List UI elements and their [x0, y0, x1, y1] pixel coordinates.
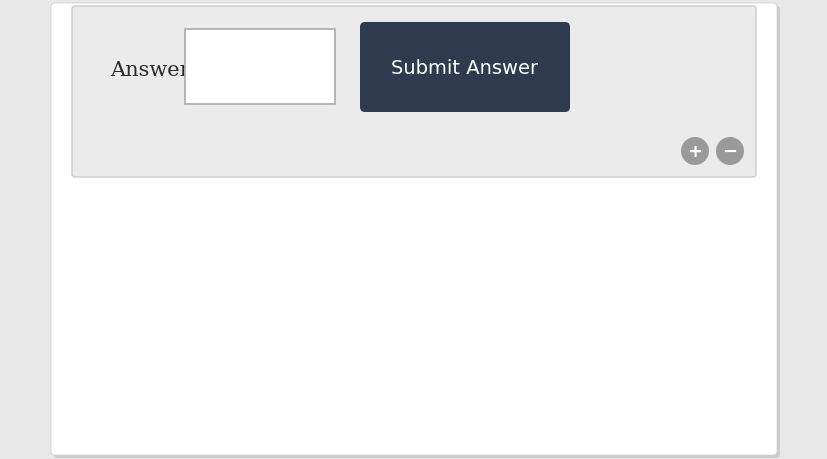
FancyBboxPatch shape [72, 7, 755, 178]
FancyBboxPatch shape [54, 7, 779, 458]
Circle shape [680, 138, 708, 166]
Text: −: − [722, 143, 737, 161]
FancyBboxPatch shape [51, 4, 776, 455]
Text: Answer:: Answer: [110, 61, 196, 79]
FancyBboxPatch shape [360, 23, 569, 113]
Text: Find the midpoint of the segment with the: Find the midpoint of the segment with th… [78, 35, 585, 58]
Text: following endpoints.: following endpoints. [78, 70, 321, 93]
Text: Submit Answer: Submit Answer [391, 58, 538, 77]
Text: $(5, 9)$ and $(0, 3)$: $(5, 9)$ and $(0, 3)$ [223, 129, 456, 161]
Circle shape [715, 138, 743, 166]
Text: +: + [686, 143, 701, 161]
FancyBboxPatch shape [184, 30, 335, 105]
